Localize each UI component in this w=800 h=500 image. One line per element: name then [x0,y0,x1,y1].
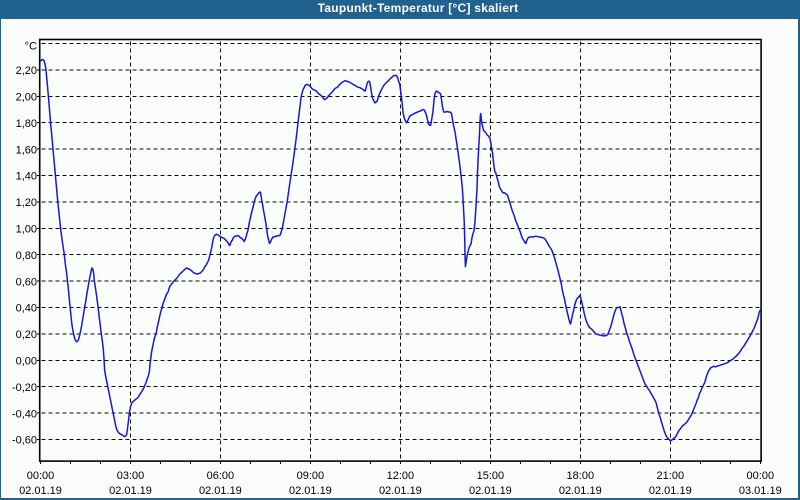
svg-text:-0,60: -0,60 [12,435,37,447]
svg-text:00:00: 00:00 [747,470,775,482]
svg-text:1,40: 1,40 [16,171,37,183]
svg-text:02.01.19: 02.01.19 [289,485,332,497]
svg-text:0,00: 0,00 [16,356,37,368]
svg-text:1,00: 1,00 [16,224,37,236]
svg-text:02.01.19: 02.01.19 [379,485,422,497]
svg-text:18:00: 18:00 [567,470,595,482]
svg-text:00:00: 00:00 [27,470,55,482]
svg-text:02.01.19: 02.01.19 [19,485,62,497]
svg-text:1,20: 1,20 [16,197,37,209]
svg-text:0,60: 0,60 [16,276,37,288]
svg-text:0,40: 0,40 [16,303,37,315]
svg-text:02.01.19: 02.01.19 [109,485,152,497]
svg-text:-0,40: -0,40 [12,408,37,420]
svg-text:1,80: 1,80 [16,118,37,130]
svg-text:0,80: 0,80 [16,250,37,262]
svg-text:°C: °C [25,41,37,53]
svg-text:02.01.19: 02.01.19 [649,485,692,497]
svg-text:03:00: 03:00 [117,470,145,482]
svg-text:2,20: 2,20 [16,65,37,77]
svg-text:02.01.19: 02.01.19 [199,485,242,497]
svg-text:02.01.19: 02.01.19 [469,485,512,497]
svg-text:03.01.19: 03.01.19 [739,485,782,497]
svg-text:0,20: 0,20 [16,329,37,341]
svg-text:15:00: 15:00 [477,470,505,482]
svg-text:09:00: 09:00 [297,470,325,482]
svg-text:02.01.19: 02.01.19 [559,485,602,497]
svg-text:06:00: 06:00 [207,470,235,482]
svg-text:1,60: 1,60 [16,144,37,156]
svg-text:-0,20: -0,20 [12,382,37,394]
svg-text:21:00: 21:00 [657,470,685,482]
svg-text:2,00: 2,00 [16,92,37,104]
svg-text:12:00: 12:00 [387,470,415,482]
